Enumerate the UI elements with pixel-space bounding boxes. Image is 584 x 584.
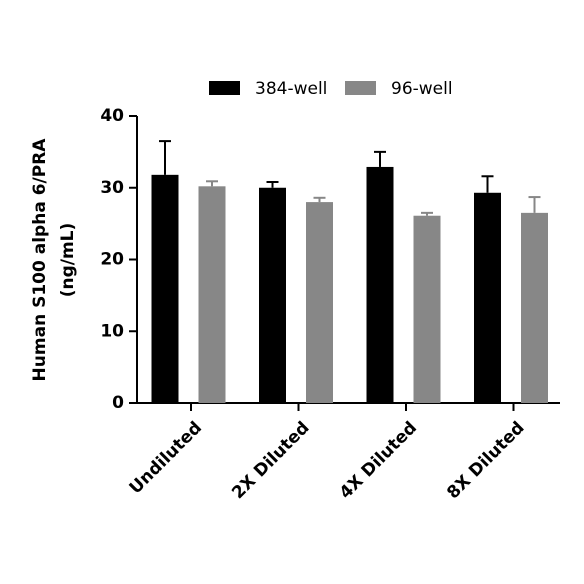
legend-label: 96-well	[391, 79, 453, 99]
bar	[366, 166, 394, 403]
y-tick-label: 20	[100, 250, 124, 270]
x-tick-label: 4X Diluted	[336, 418, 421, 503]
y-tick-label: 40	[100, 106, 124, 126]
x-tick-label: Undiluted	[126, 418, 206, 498]
x-tick-label: 8X Diluted	[443, 418, 528, 503]
legend-swatch	[209, 81, 240, 95]
x-tick-label: 2X Diluted	[228, 418, 313, 503]
bar	[413, 215, 441, 403]
legend-label: 384-well	[255, 79, 327, 99]
bar	[259, 187, 286, 403]
y-tick-label: 10	[100, 321, 124, 341]
bar	[198, 186, 226, 403]
y-axis-title: (ng/mL)	[58, 223, 78, 298]
bar	[151, 174, 179, 403]
bar	[474, 192, 501, 403]
bar	[521, 212, 548, 403]
bar	[306, 202, 333, 403]
y-axis-title: Human S100 alpha 6/PRA	[30, 138, 50, 382]
legend-swatch	[345, 81, 376, 95]
y-tick-label: 0	[112, 393, 124, 413]
y-tick-label: 30	[100, 178, 124, 198]
